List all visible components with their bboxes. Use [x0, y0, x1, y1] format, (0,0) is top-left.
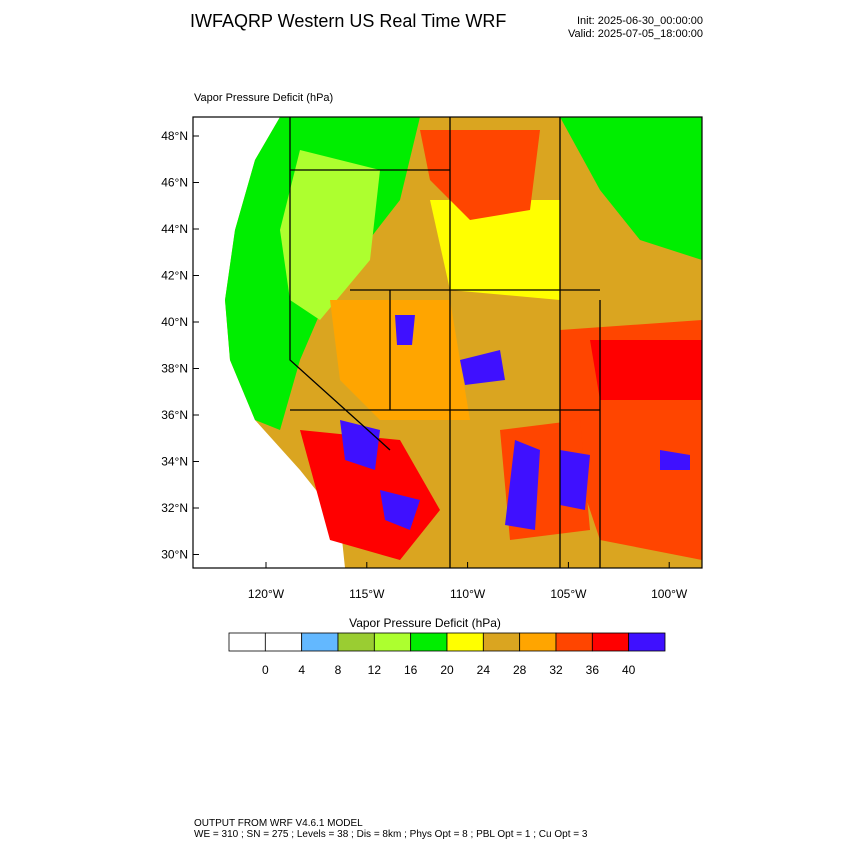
- ocean: [193, 117, 345, 568]
- colorbar-title: Vapor Pressure Deficit (hPa): [349, 616, 501, 630]
- lat-tick-label: 32°N: [161, 501, 188, 515]
- colorbar-label: 20: [440, 663, 454, 677]
- footer-line1: OUTPUT FROM WRF V4.6.1 MODEL: [194, 818, 363, 829]
- green-northeast: [560, 117, 702, 260]
- lat-tick-label: 46°N: [161, 176, 188, 190]
- colorbar-label: 0: [262, 663, 269, 677]
- colorbar-label: 24: [477, 663, 491, 677]
- red-kansas: [590, 340, 702, 400]
- colorbar-box: [337, 632, 375, 652]
- colorbar-box: [373, 632, 412, 652]
- colorbar-box: [228, 632, 266, 652]
- lat-tick-label: 30°N: [161, 548, 188, 562]
- lat-tick-label: 44°N: [161, 222, 188, 236]
- lat-tick-label: 48°N: [161, 129, 188, 143]
- colorbar-label: 36: [586, 663, 600, 677]
- state-borders: [289, 117, 601, 568]
- colorbar-box: [482, 632, 521, 652]
- colorbar-label: 32: [549, 663, 563, 677]
- blue-patches: [340, 315, 690, 530]
- colorbar-label: 16: [404, 663, 418, 677]
- lon-tick-label: 120°W: [248, 587, 285, 601]
- valid-time: Valid: 2025-07-05_18:00:00: [568, 28, 703, 40]
- colorbar-label: 40: [622, 663, 636, 677]
- lon-tick-label: 105°W: [550, 587, 587, 601]
- lat-tick-label: 38°N: [161, 362, 188, 376]
- lat-tick-label: 36°N: [161, 408, 188, 422]
- colorbar-box: [264, 632, 303, 652]
- colorbar-label: 4: [298, 663, 305, 677]
- colorbar-box: [591, 632, 630, 652]
- colorbar-box: [446, 632, 484, 652]
- init-time: Init: 2025-06-30_00:00:00: [577, 15, 703, 27]
- orange-area: [330, 300, 470, 420]
- lon-tick-label: 110°W: [450, 587, 486, 601]
- colorbar-box: [628, 632, 666, 652]
- map-label: Vapor Pressure Deficit (hPa): [194, 92, 333, 104]
- footer-line2: WE = 310 ; SN = 275 ; Levels = 38 ; Dis …: [194, 829, 588, 840]
- lat-tick-label: 42°N: [161, 269, 188, 283]
- map-frame: [192, 116, 703, 569]
- colorbar-label: 12: [368, 663, 382, 677]
- lon-tick-label: 100°W: [651, 587, 688, 601]
- colorbar-box: [519, 632, 557, 652]
- lon-tick-label: 115°W: [349, 587, 385, 601]
- lightgreen-area: [280, 150, 380, 320]
- colorbar-label: 8: [335, 663, 342, 677]
- lat-tick-label: 34°N: [161, 455, 188, 469]
- title: IWFAQRP Western US Real Time WRF: [190, 11, 506, 31]
- colorbar-box: [410, 632, 448, 652]
- lat-tick-label: 40°N: [161, 315, 188, 329]
- colorbar-box: [555, 632, 593, 652]
- map-field: [193, 117, 702, 568]
- colorbar-label: 28: [513, 663, 527, 677]
- colorbar-box: [301, 632, 339, 652]
- yellow-area: [430, 200, 560, 300]
